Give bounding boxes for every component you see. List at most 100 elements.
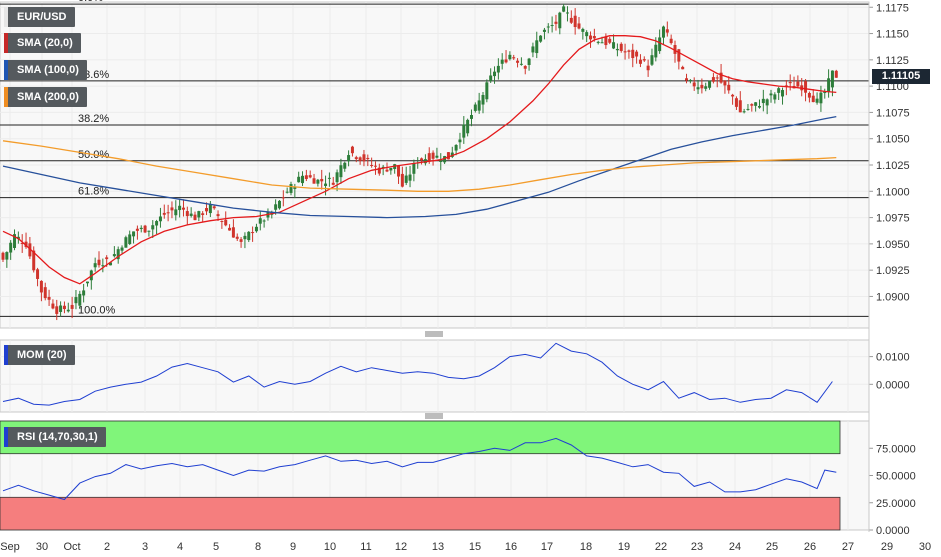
candle-body (132, 231, 136, 237)
candle-body (308, 175, 312, 178)
candle-body (331, 182, 335, 185)
candle-body (139, 227, 143, 229)
candle-body (573, 15, 577, 28)
candle (512, 54, 516, 60)
x-tick-label: 15 (469, 541, 481, 553)
candle (162, 204, 166, 219)
candle (477, 92, 481, 114)
candle-body (5, 252, 9, 260)
fib-level-label: 0.0% (78, 0, 103, 4)
candle (82, 283, 86, 303)
candle-body (731, 94, 735, 97)
x-tick-label: 25 (766, 541, 778, 553)
candle (197, 210, 201, 222)
candle (366, 154, 370, 167)
candle (439, 153, 443, 171)
price-y-tick-label: 1.0975 (876, 213, 910, 225)
candle (784, 79, 788, 96)
candle-body (535, 40, 539, 54)
candle (508, 51, 512, 61)
candle-body (101, 265, 105, 267)
candle-body (216, 214, 220, 217)
candle (519, 57, 523, 66)
candle (565, 6, 569, 22)
candle (174, 200, 178, 221)
candle-body (243, 235, 247, 240)
candle (277, 200, 281, 210)
candle (235, 233, 239, 242)
candle-body (796, 81, 800, 87)
mom-y-tick-label: 0.0100 (876, 352, 910, 364)
candle-body (370, 164, 374, 166)
x-tick-label: 29 (881, 541, 893, 553)
candle (170, 201, 174, 219)
candle (834, 69, 838, 78)
sma100-swatch (4, 60, 8, 80)
candle-body (320, 178, 324, 182)
candle (535, 31, 539, 59)
candle-body (59, 305, 63, 312)
candle (612, 34, 616, 50)
candle-body (427, 153, 431, 162)
candle-body (301, 175, 305, 184)
candle (339, 158, 343, 184)
x-tick-label: 11 (360, 541, 371, 553)
rsi-y-tick-label: 0.0000 (876, 525, 910, 537)
candle-body (723, 80, 727, 86)
candle (93, 257, 97, 272)
candle (631, 43, 635, 68)
candle (151, 220, 155, 238)
candle (347, 150, 351, 167)
candle (596, 40, 600, 45)
candle (431, 150, 435, 166)
candle-body (642, 59, 646, 61)
candle (823, 88, 827, 99)
candle (132, 231, 136, 244)
candle-body (527, 58, 531, 65)
candle (289, 181, 293, 196)
candle (485, 79, 489, 103)
candle-body (685, 78, 689, 81)
candle (335, 169, 339, 192)
candle (135, 225, 139, 240)
candle-body (151, 225, 155, 230)
candle (608, 36, 612, 45)
candle-icon (4, 7, 8, 27)
candle (400, 166, 404, 188)
rsi-y-tick-label: 50.0000 (876, 471, 916, 483)
candle-body (489, 75, 493, 82)
candle (228, 224, 232, 231)
x-tick-label: 16 (505, 541, 517, 553)
candle-body (431, 152, 435, 159)
candle-body (28, 243, 32, 257)
candle (727, 76, 731, 94)
x-tick-label: 12 (395, 541, 407, 553)
candle-body (600, 42, 604, 44)
candle-body (208, 204, 212, 214)
panel-resize-handle-1[interactable] (425, 331, 443, 337)
candle-body (761, 98, 765, 104)
candle (646, 59, 650, 77)
candle-body (281, 197, 285, 199)
candle-body (70, 304, 74, 309)
candle (220, 220, 224, 229)
candle-body (615, 48, 619, 51)
candle-body (454, 144, 458, 151)
candle-body (746, 108, 750, 110)
candle-body (358, 157, 362, 161)
candle (32, 246, 36, 273)
rsi-legend: RSI (14,70,30,1) (4, 427, 106, 447)
candle-body (734, 98, 738, 107)
candle (669, 34, 673, 45)
x-tick-label: 8 (255, 541, 261, 553)
candle-body (765, 99, 769, 106)
candle-body (400, 173, 404, 187)
candle (788, 74, 792, 91)
candle (819, 85, 823, 112)
candle (231, 219, 235, 238)
candlestick-series (1, 3, 838, 321)
panel-resize-handle-2[interactable] (425, 413, 443, 419)
candle-body (13, 234, 17, 248)
candle-body (235, 236, 239, 239)
